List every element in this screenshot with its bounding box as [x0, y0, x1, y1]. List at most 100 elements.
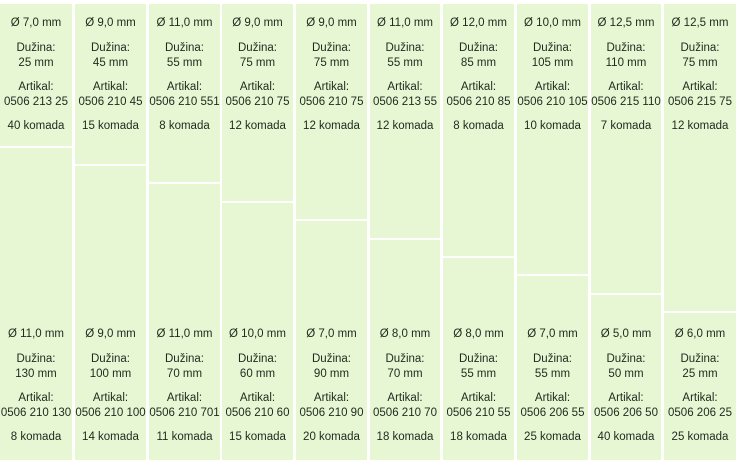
length-label: Dužina:	[533, 353, 572, 365]
article-label: Artikal:	[387, 81, 423, 93]
diameter-text: Ø 7,0 mm	[306, 328, 357, 340]
article-label: Artikal:	[18, 392, 54, 404]
quantity-text: 11 komada	[156, 431, 213, 443]
quantity-text: 8 komada	[159, 120, 210, 132]
bottom-product-cell: Ø 11,0 mm Dužina: 130 mm Artikal: 0506 210 1…	[0, 148, 72, 460]
article-label: Artikal:	[92, 81, 129, 93]
quantity-text: 20 komada	[303, 431, 360, 443]
length-label: Dužina:	[606, 42, 646, 54]
length-value: 25 mm	[682, 368, 718, 380]
length-value: 75 mm	[313, 57, 350, 69]
article-label: Artikal:	[460, 392, 497, 404]
article-label: Artikal:	[682, 392, 718, 404]
length-label: Dužina:	[312, 42, 351, 54]
length-label: Dužina:	[238, 42, 277, 54]
length-label: Dužina:	[165, 42, 204, 54]
article-number: 0506 215 110	[591, 96, 661, 108]
length-value: 130 mm	[15, 368, 57, 380]
article-number: 0506 210 90	[299, 407, 364, 419]
quantity-text: 18 komada	[376, 431, 434, 443]
length-value: 25 mm	[18, 57, 54, 69]
diameter-text: Ø 11,0 mm	[156, 328, 213, 340]
diameter-text: Ø 12,5 mm	[597, 17, 655, 29]
article-number: 0506 206 50	[594, 407, 658, 419]
diameter-text: Ø 7,0 mm	[527, 328, 578, 340]
length-value: 55 mm	[387, 57, 423, 69]
top-product-cell: Ø 9,0 mm Dužina: 75 mm Artikal: 0506 210 75 1…	[222, 4, 293, 201]
quantity-text: 15 komada	[82, 120, 139, 132]
article-label: Artikal:	[18, 81, 54, 93]
diameter-text: Ø 11,0 mm	[376, 17, 434, 29]
article-number: 0506 210 70	[373, 407, 437, 419]
diameter-text: Ø 10,0 mm	[229, 328, 286, 340]
product-column-7: Ø 12,0 mm Dužina: 85 mm Artikal: 0506 210 85…	[443, 0, 514, 460]
length-label: Dužina:	[385, 42, 425, 54]
bottom-product-cell: Ø 5,0 mm Dužina: 50 mm Artikal: 0506 206 50 4…	[591, 295, 661, 460]
quantity-text: 12 komada	[229, 120, 286, 132]
length-label: Dužina:	[165, 353, 204, 365]
top-product-cell: Ø 9,0 mm Dužina: 75 mm Artikal: 0506 210 75 1…	[296, 4, 367, 219]
length-label: Dužina:	[680, 353, 720, 365]
article-label: Artikal:	[387, 392, 423, 404]
article-number: 0506 210 45	[78, 96, 143, 108]
length-label: Dužina:	[606, 353, 646, 365]
diameter-text: Ø 5,0 mm	[600, 328, 652, 340]
article-label: Artikal:	[534, 81, 571, 93]
product-column-2: Ø 9,0 mm Dužina: 45 mm Artikal: 0506 210 45 1…	[75, 0, 146, 460]
article-number: 0506 210 551	[149, 96, 220, 108]
bottom-product-cell: Ø 8,0 mm Dužina: 70 mm Artikal: 0506 210 70 1…	[370, 240, 440, 460]
top-product-cell: Ø 12,5 mm Dužina: 75 mm Artikal: 0506 215 75…	[664, 4, 736, 311]
article-number: 0506 210 105	[517, 96, 588, 108]
diameter-text: Ø 9,0 mm	[232, 17, 283, 29]
length-value: 75 mm	[682, 57, 718, 69]
article-number: 0506 210 130	[0, 407, 72, 419]
diameter-text: Ø 6,0 mm	[674, 328, 726, 340]
article-label: Artikal:	[608, 81, 644, 93]
product-column-6: Ø 11,0 mm Dužina: 55 mm Artikal: 0506 213 55…	[370, 0, 440, 460]
quantity-text: 14 komada	[82, 431, 139, 443]
length-label: Dužina:	[533, 42, 572, 54]
top-product-cell: Ø 9,0 mm Dužina: 45 mm Artikal: 0506 210 45 1…	[75, 4, 146, 164]
length-label: Dužina:	[459, 42, 498, 54]
product-column-4: Ø 9,0 mm Dužina: 75 mm Artikal: 0506 210 75 1…	[222, 0, 293, 460]
diameter-text: Ø 8,0 mm	[453, 328, 504, 340]
top-product-cell: Ø 12,0 mm Dužina: 85 mm Artikal: 0506 210 85…	[443, 4, 514, 256]
product-column-9: Ø 12,5 mm Dužina: 110 mm Artikal: 0506 215 1…	[591, 0, 661, 460]
top-product-cell: Ø 11,0 mm Dužina: 55 mm Artikal: 0506 213 55…	[370, 4, 440, 238]
bottom-product-cell: Ø 11,0 mm Dužina: 70 mm Artikal: 0506 210 70…	[149, 184, 220, 460]
quantity-text: 40 komada	[597, 431, 655, 443]
length-label: Dužina:	[312, 353, 351, 365]
article-number: 0506 210 85	[446, 96, 511, 108]
diameter-text: Ø 8,0 mm	[379, 328, 431, 340]
top-product-cell: Ø 11,0 mm Dužina: 55 mm Artikal: 0506 210 55…	[149, 4, 220, 182]
length-value: 60 mm	[239, 368, 276, 380]
bottom-product-cell: Ø 7,0 mm Dužina: 90 mm Artikal: 0506 210 90 2…	[296, 221, 367, 460]
article-number: 0506 210 75	[299, 96, 364, 108]
diameter-text: Ø 11,0 mm	[156, 17, 213, 29]
quantity-text: 12 komada	[671, 120, 729, 132]
length-value: 45 mm	[92, 57, 129, 69]
diameter-text: Ø 12,5 mm	[671, 17, 729, 29]
article-number: 0506 210 75	[225, 96, 290, 108]
top-product-cell: Ø 7,0 mm Dužina: 25 mm Artikal: 0506 213 25 4…	[0, 4, 72, 146]
article-label: Artikal:	[313, 392, 350, 404]
length-label: Dužina:	[16, 353, 56, 365]
quantity-text: 7 komada	[600, 120, 652, 132]
bottom-product-cell: Ø 6,0 mm Dužina: 25 mm Artikal: 0506 206 25 2…	[664, 313, 736, 460]
article-number: 0506 213 55	[373, 96, 437, 108]
article-number: 0506 210 60	[225, 407, 290, 419]
length-value: 75 mm	[239, 57, 276, 69]
article-label: Artikal:	[313, 81, 350, 93]
quantity-text: 25 komada	[671, 431, 729, 443]
article-number: 0506 210 701	[149, 407, 220, 419]
article-number: 0506 213 25	[4, 96, 68, 108]
article-label: Artikal:	[460, 81, 497, 93]
length-value: 90 mm	[313, 368, 350, 380]
article-label: Artikal:	[239, 81, 276, 93]
diameter-text: Ø 9,0 mm	[306, 17, 357, 29]
bottom-product-cell: Ø 9,0 mm Dužina: 100 mm Artikal: 0506 210 10…	[75, 166, 146, 460]
top-product-cell: Ø 10,0 mm Dužina: 105 mm Artikal: 0506 210 1…	[517, 4, 588, 274]
quantity-text: 10 komada	[524, 120, 581, 132]
quantity-text: 40 komada	[7, 120, 65, 132]
